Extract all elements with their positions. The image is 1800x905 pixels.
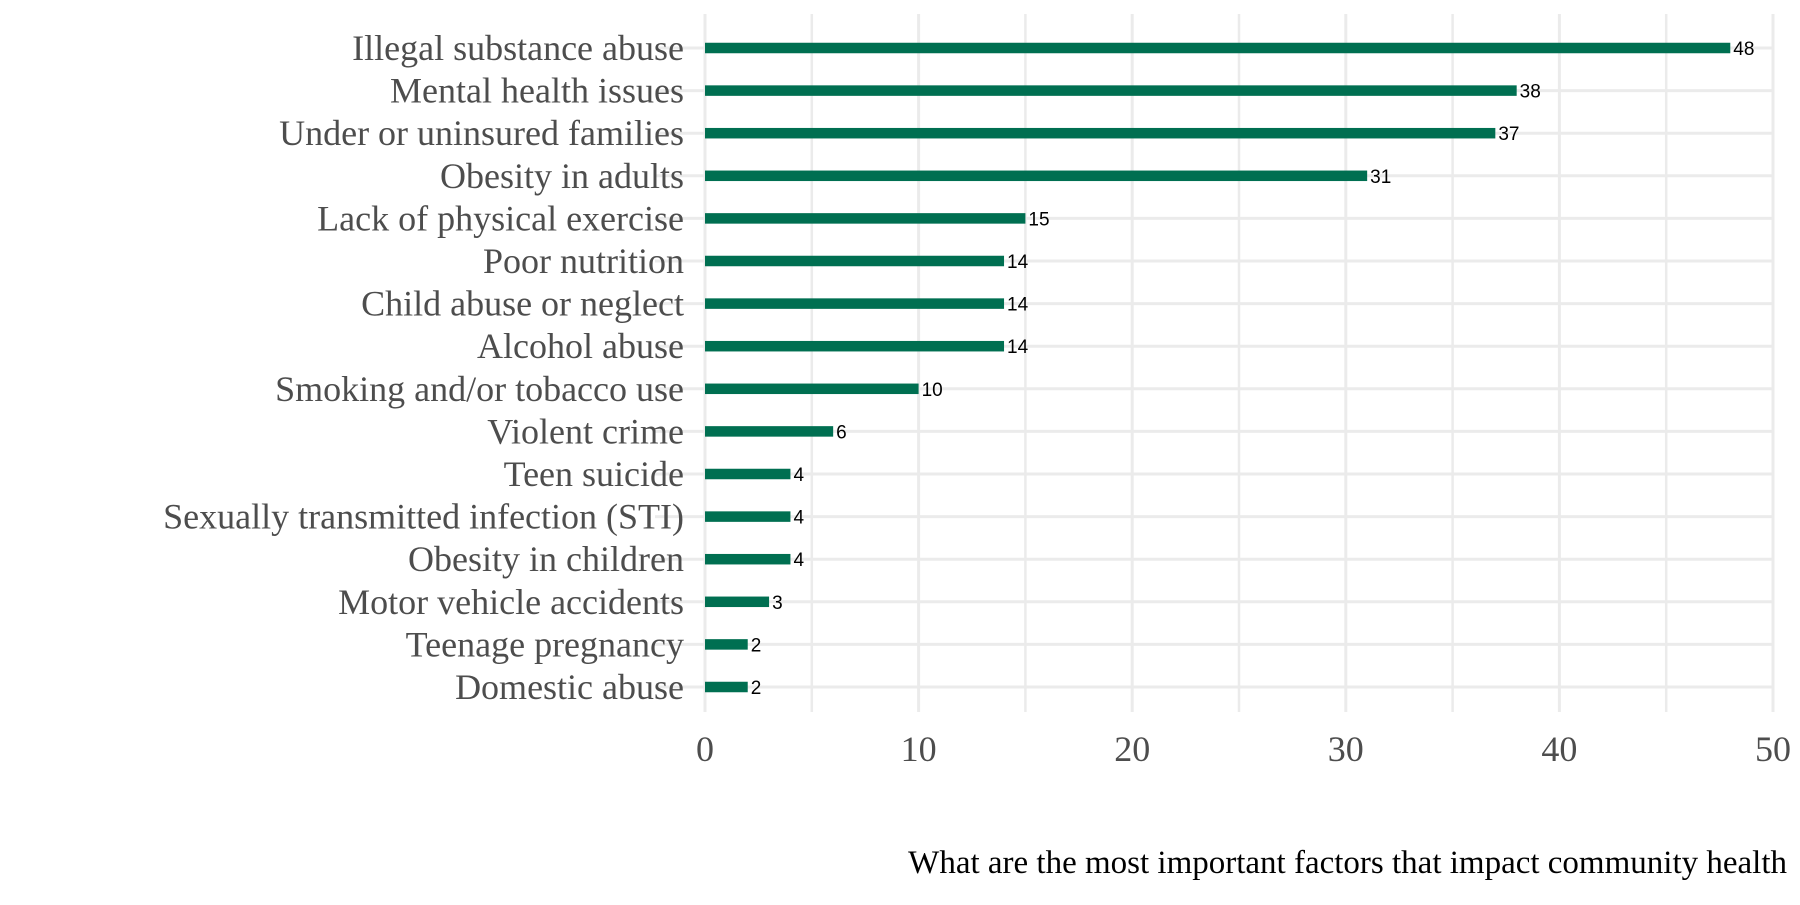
bar [705, 298, 1005, 309]
bar [705, 213, 1026, 224]
category-label: Lack of physical exercise [317, 198, 684, 238]
data-label: 10 [922, 380, 943, 401]
bar [705, 85, 1517, 96]
bar [705, 553, 791, 565]
data-label: 14 [1007, 337, 1029, 358]
bar [705, 340, 1005, 352]
category-label: Child abuse or neglect [361, 284, 684, 324]
data-label: 4 [793, 508, 804, 529]
x-tick-label: 40 [1541, 729, 1577, 769]
category-label: Mental health issues [390, 71, 684, 111]
category-label: Smoking and/or tobacco use [275, 369, 684, 409]
bar [705, 681, 748, 693]
bar [705, 468, 791, 480]
data-label: 14 [1007, 252, 1029, 273]
category-label: Alcohol abuse [477, 326, 684, 366]
category-label: Motor vehicle accidents [338, 582, 684, 622]
data-label: 31 [1370, 167, 1391, 188]
bar [705, 42, 1731, 54]
bar [705, 127, 1496, 139]
bar [705, 596, 770, 608]
x-axis-ticks: 0 10 20 30 40 50 [696, 729, 1791, 769]
category-label: Teenage pregnancy [406, 624, 684, 664]
data-label: 2 [751, 635, 762, 656]
bar [705, 255, 1005, 267]
category-label: Obesity in children [408, 539, 684, 579]
category-label: Poor nutrition [483, 241, 684, 281]
data-label: 14 [1007, 295, 1029, 316]
data-label: 38 [1520, 82, 1541, 103]
x-tick-label: 10 [901, 729, 937, 769]
category-label: Illegal substance abuse [352, 28, 684, 68]
category-label: Obesity in adults [440, 156, 684, 196]
data-label: 15 [1028, 209, 1049, 230]
bar [705, 511, 791, 522]
x-tick-label: 30 [1328, 729, 1364, 769]
bar [705, 426, 834, 437]
data-label: 3 [772, 593, 783, 614]
category-label: Teen suicide [504, 454, 684, 494]
chart-caption: What are the most important factors that… [908, 845, 1787, 881]
data-label: 4 [793, 465, 804, 486]
bars-layer [705, 42, 1731, 693]
bar [705, 639, 748, 650]
x-tick-label: 50 [1755, 729, 1791, 769]
grid-layer [655, 14, 1775, 712]
data-label: 2 [751, 678, 762, 699]
data-label: 6 [836, 422, 847, 443]
bar [705, 383, 919, 395]
data-label: 48 [1733, 39, 1754, 60]
category-label: Violent crime [487, 411, 684, 451]
x-tick-label: 0 [696, 729, 714, 769]
category-label: Under or uninsured families [279, 113, 684, 153]
category-label: Sexually transmitted infection (STI) [163, 497, 684, 537]
data-label: 4 [793, 550, 804, 571]
x-tick-label: 20 [1114, 729, 1150, 769]
data-label: 37 [1498, 124, 1519, 145]
category-label: Domestic abuse [455, 667, 684, 707]
bar [705, 170, 1368, 182]
